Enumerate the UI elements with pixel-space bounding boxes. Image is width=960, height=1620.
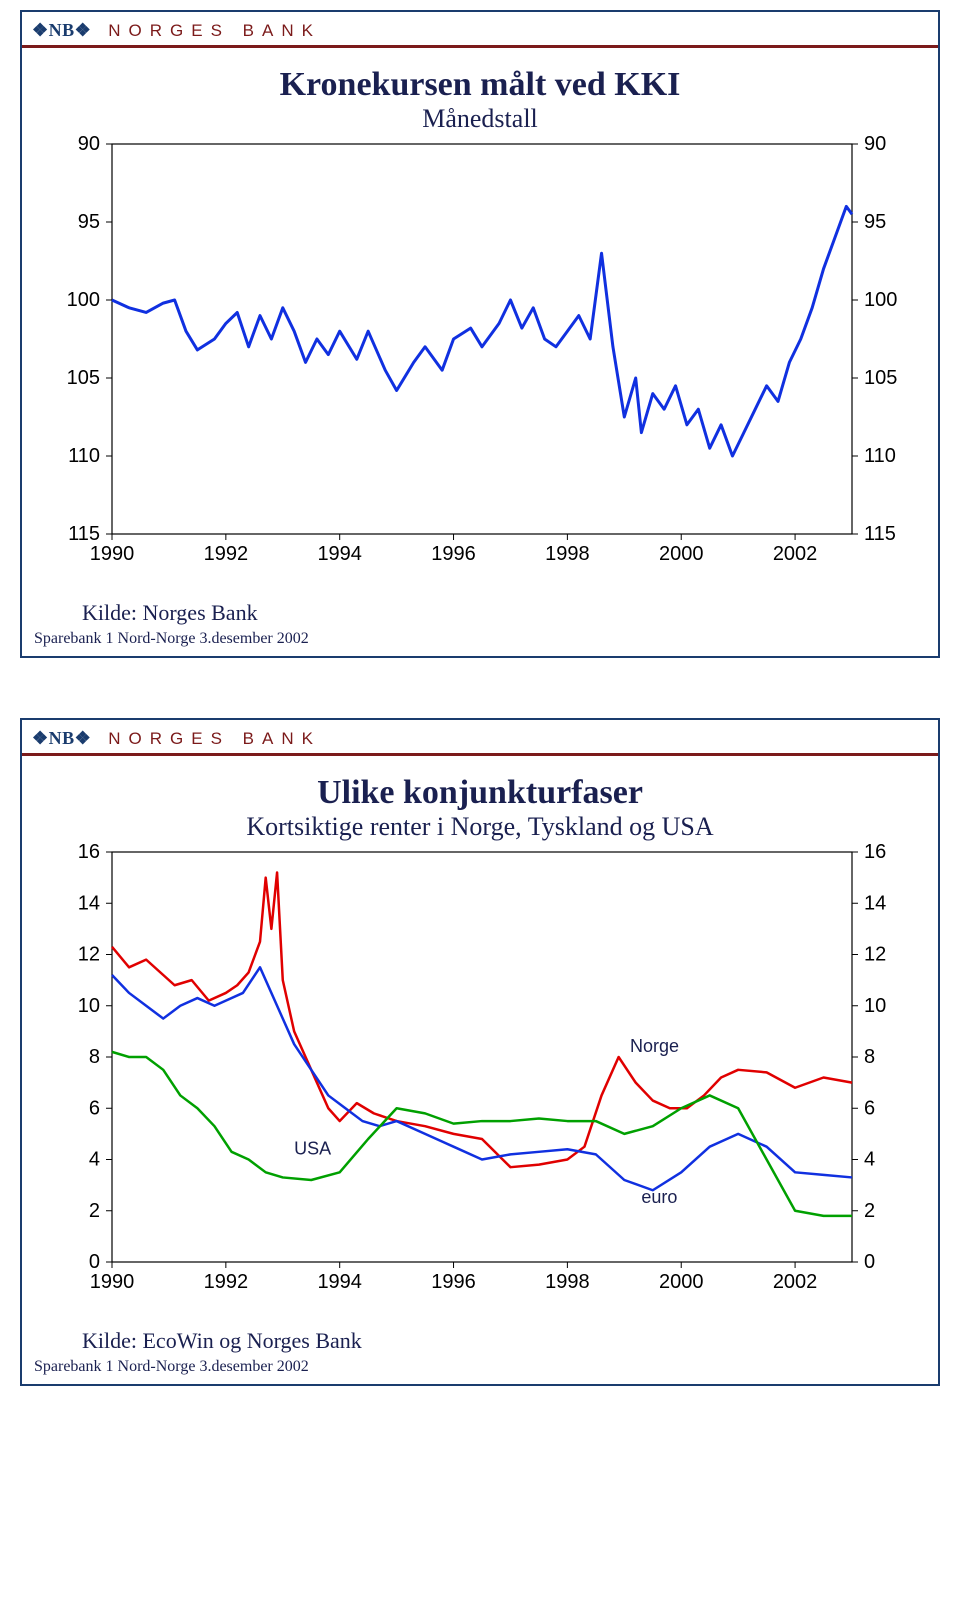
chart2-subtitle: Kortsiktige renter i Norge, Tyskland og … (22, 812, 938, 842)
svg-text:14: 14 (78, 892, 100, 914)
svg-text:100: 100 (864, 289, 897, 311)
svg-text:1990: 1990 (90, 1271, 135, 1293)
svg-text:90: 90 (864, 134, 886, 155)
svg-text:6: 6 (864, 1097, 875, 1119)
chart1-title: Kronekursen målt ved KKI (22, 66, 938, 104)
chart2-title: Ulike konjunkturfaser (22, 774, 938, 812)
svg-text:4: 4 (864, 1149, 875, 1171)
svg-text:2000: 2000 (659, 543, 704, 565)
brand-header: ❖NB❖ NORGES BANK (22, 12, 938, 48)
svg-text:4: 4 (89, 1149, 100, 1171)
svg-text:6: 6 (89, 1097, 100, 1119)
chart2-svg: 1990 1992 1994 1996 1998 2000 2002 0 2 4 6 8 10 12 14 1… (52, 842, 912, 1312)
svg-text:1992: 1992 (204, 543, 249, 565)
svg-text:1994: 1994 (317, 1271, 362, 1293)
svg-text:USA: USA (294, 1138, 331, 1158)
chart2-footer: Sparebank 1 Nord-Norge 3.desember 2002 (34, 1358, 938, 1376)
svg-text:1998: 1998 (545, 543, 590, 565)
svg-text:105: 105 (864, 367, 897, 389)
chart2-source: Kilde: EcoWin og Norges Bank (82, 1328, 938, 1354)
svg-text:1990: 1990 (90, 543, 135, 565)
svg-text:14: 14 (864, 892, 886, 914)
chart2-wrap: 1990 1992 1994 1996 1998 2000 2002 0 2 4 6 8 10 12 14 1… (22, 842, 938, 1322)
svg-text:95: 95 (78, 211, 100, 233)
svg-text:1994: 1994 (317, 543, 362, 565)
svg-text:1996: 1996 (431, 1271, 476, 1293)
brand-logo2: ❖NB❖ NORGES BANK (32, 728, 321, 749)
svg-text:100: 100 (67, 289, 100, 311)
svg-text:110: 110 (864, 445, 896, 467)
svg-text:16: 16 (78, 842, 100, 863)
svg-text:Norge: Norge (630, 1036, 679, 1056)
svg-text:euro: euro (641, 1187, 677, 1207)
svg-text:2000: 2000 (659, 1271, 704, 1293)
svg-text:10: 10 (864, 995, 886, 1017)
svg-text:105: 105 (67, 367, 100, 389)
svg-text:1992: 1992 (204, 1271, 249, 1293)
svg-text:1996: 1996 (431, 543, 476, 565)
brand-name: NORGES BANK (108, 21, 321, 40)
brand-header2: ❖NB❖ NORGES BANK (22, 720, 938, 756)
svg-text:0: 0 (89, 1251, 100, 1273)
chart1-subtitle: Månedstall (22, 104, 938, 134)
chart1-source: Kilde: Norges Bank (82, 600, 938, 626)
svg-text:1998: 1998 (545, 1271, 590, 1293)
svg-text:8: 8 (89, 1046, 100, 1068)
brand-mark: ❖NB❖ (32, 20, 91, 40)
svg-text:110: 110 (68, 445, 100, 467)
slide-kki: ❖NB❖ NORGES BANK Kronekursen målt ved KK… (20, 10, 940, 658)
svg-text:2: 2 (89, 1200, 100, 1222)
svg-text:115: 115 (68, 523, 100, 545)
brand-logo: ❖NB❖ NORGES BANK (32, 20, 321, 41)
svg-text:115: 115 (864, 523, 896, 545)
chart1-footer: Sparebank 1 Nord-Norge 3.desember 2002 (34, 630, 938, 648)
svg-text:0: 0 (864, 1251, 875, 1273)
svg-text:10: 10 (78, 995, 100, 1017)
svg-text:2002: 2002 (773, 1271, 818, 1293)
svg-text:12: 12 (78, 944, 100, 966)
svg-text:12: 12 (864, 944, 886, 966)
svg-text:16: 16 (864, 842, 886, 863)
brand-mark2: ❖NB❖ (32, 728, 91, 748)
brand-name2: NORGES BANK (108, 729, 321, 748)
svg-text:8: 8 (864, 1046, 875, 1068)
chart1-svg: 1990 1992 1994 1996 1998 2000 2002 90 95 100 105 11… (52, 134, 912, 584)
slide-konjunktur: ❖NB❖ NORGES BANK Ulike konjunkturfaser K… (20, 718, 940, 1386)
svg-text:90: 90 (78, 134, 100, 155)
svg-text:2002: 2002 (773, 543, 818, 565)
chart1-wrap: 1990 1992 1994 1996 1998 2000 2002 90 95 100 105 11… (22, 134, 938, 594)
svg-text:2: 2 (864, 1200, 875, 1222)
svg-text:95: 95 (864, 211, 886, 233)
